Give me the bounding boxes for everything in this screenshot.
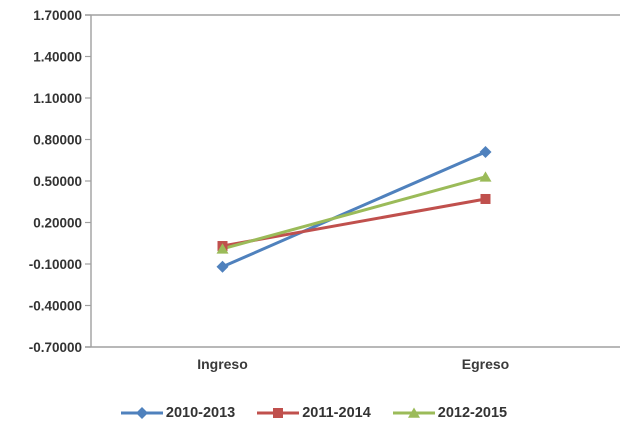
y-tick-label: 0.80000 bbox=[33, 133, 82, 148]
legend-swatch-square-icon bbox=[257, 408, 300, 418]
legend-marker-diamond-icon bbox=[135, 407, 148, 419]
x-category-label: Egreso bbox=[462, 356, 509, 372]
legend-label: 2011-2014 bbox=[302, 405, 371, 421]
y-tick-label: 1.10000 bbox=[33, 91, 82, 106]
y-tick-label: 0.50000 bbox=[33, 174, 82, 189]
y-tick-label: -0.70000 bbox=[29, 340, 82, 355]
x-category-label: Ingreso bbox=[197, 356, 248, 372]
legend-marker-square-icon bbox=[273, 408, 284, 418]
series-marker-diamond bbox=[216, 260, 229, 273]
legend-item-2010-2013: 2010-2013 bbox=[120, 405, 236, 421]
legend-label: 2012-2015 bbox=[437, 405, 508, 421]
y-tick-label: 1.70000 bbox=[33, 8, 82, 23]
y-tick-label: 0.20000 bbox=[33, 216, 82, 231]
y-tick-label: 1.40000 bbox=[33, 50, 82, 65]
legend-swatch-triangle-icon bbox=[392, 407, 435, 418]
legend-swatch-diamond-icon bbox=[120, 407, 163, 419]
legend-marker-triangle-icon bbox=[407, 407, 420, 418]
chart-legend: 2010-2013 2011-2014 2012-2015 bbox=[0, 401, 620, 425]
series-line-2010-2013 bbox=[221, 150, 487, 269]
series-marker-triangle bbox=[479, 171, 492, 182]
series-line-2012-2015 bbox=[221, 175, 487, 251]
legend-label: 2010-2013 bbox=[165, 405, 236, 421]
series-marker-triangle bbox=[216, 243, 229, 254]
y-tick-label: -0.10000 bbox=[29, 257, 82, 272]
chart-plot: 1.70000 1.40000 1.10000 0.80000 0.50000 0.200… bbox=[29, 8, 620, 372]
y-tick-label: -0.40000 bbox=[29, 299, 82, 314]
legend-item-2011-2014: 2011-2014 bbox=[257, 405, 371, 421]
series-marker-square bbox=[480, 193, 491, 204]
legend-item-2012-2015: 2012-2015 bbox=[392, 405, 508, 421]
series-marker-diamond bbox=[479, 145, 492, 158]
